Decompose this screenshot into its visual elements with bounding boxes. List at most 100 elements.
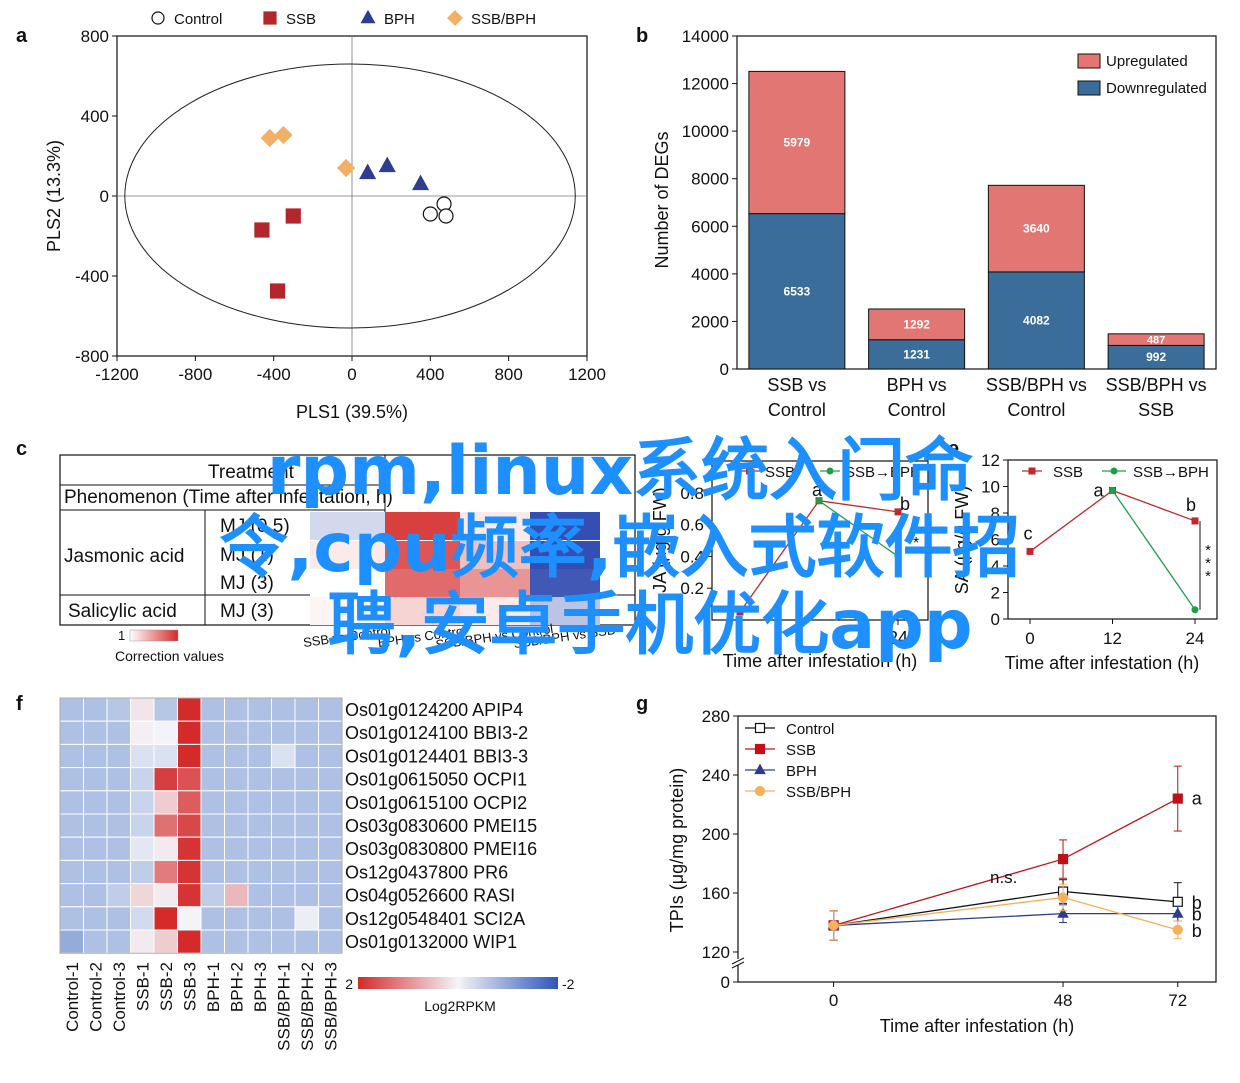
panel-f-heatmap-cell [83, 859, 108, 885]
panel-f-heatmap-cell [130, 790, 155, 815]
panel-g-series-line [833, 890, 1178, 927]
panel-g-point [1172, 896, 1183, 907]
panel-b-bar-upregulated [868, 308, 966, 341]
panel-g-y-tick-label: 160 [702, 884, 730, 903]
panel-d-series-line [818, 500, 899, 557]
panel-f-heatmap-cell [224, 906, 249, 931]
panel-f-heatmap-cell [59, 743, 84, 769]
panel-f-row-label: Os01g0132000 WIP1 [345, 932, 517, 952]
panel-f-heatmap-cell [130, 883, 155, 908]
panel-c-heatmap-cell [530, 512, 600, 540]
panel-f-column-label: SSB-3 [180, 962, 199, 1011]
panel-c-row-label: MJ (0.5) [220, 516, 290, 537]
panel-f-heatmap-cell [200, 790, 225, 815]
panel-f-colorbar-min-label: -2 [562, 976, 575, 992]
panel-g-point [1171, 907, 1184, 918]
panel-f-heatmap-cell [247, 883, 272, 908]
panel-e-series-line [1111, 490, 1196, 611]
panel-a-legend-label: SSB [286, 11, 316, 28]
panel-f-heatmap-cell [153, 836, 178, 861]
panel-f-heatmap-cell [106, 836, 131, 861]
panel-g-y-tick-label: 120 [702, 943, 730, 962]
panel-f-heatmap-cell [247, 859, 272, 885]
panel-f-heatmap-cell [224, 836, 249, 861]
panel-c-row-label: MJ (3) [220, 573, 274, 594]
panel-f-row-label: Os01g0124200 APIP4 [345, 700, 523, 720]
panel-g-y-tick-label: 200 [702, 825, 730, 844]
panel-d-point [894, 552, 902, 560]
panel-f-heatmap-cell [177, 743, 202, 769]
panel-e-x-tick-label: 12 [1103, 629, 1122, 648]
panel-e-series-line [1029, 489, 1196, 552]
panel-f-column-label: BPH-2 [227, 962, 246, 1012]
panel-f-heatmap-cell [153, 813, 178, 838]
panel-f-heatmap-cell [224, 767, 249, 792]
panel-g-y-tick-label: 0 [721, 973, 730, 992]
panel-f-heatmap-cell [318, 697, 343, 722]
panel-e-point [1191, 606, 1199, 614]
panel-f-heatmap-cell [318, 836, 343, 861]
panel-f-heatmap-cell [318, 929, 343, 954]
panel-f-heatmap-cell [106, 883, 131, 908]
panel-a-x-tick-label: 400 [416, 365, 444, 384]
panel-f-heatmap-cell [271, 883, 296, 908]
panel-a-legend-marker [360, 9, 376, 24]
panel-f-heatmap-cell [83, 697, 108, 722]
panel-d-significance: * [913, 535, 919, 552]
panel-f-column-label: SSB/BPH-1 [274, 962, 293, 1051]
panel-f-heatmap-cell [177, 790, 202, 815]
panel-g-legend-label: SSB/BPH [786, 784, 851, 801]
panel-b-y-tick-label: 14000 [682, 27, 729, 46]
panel-c-heatmap-cell [310, 512, 385, 540]
panel-b-bar-value-label: 1231 [903, 347, 930, 361]
panel-b-y-tick-label: 12000 [682, 75, 729, 94]
panel-c-heatmap-cell [530, 597, 600, 625]
panel-a-x-tick-label: 0 [347, 365, 356, 384]
panel-f-heatmap-cell [59, 720, 84, 745]
panel-c-colorbar [129, 629, 179, 642]
panel-f-heatmap-cell [83, 929, 108, 954]
panel-f-heatmap-cell [106, 720, 131, 745]
panel-b-bar-upregulated [987, 184, 1085, 273]
panel-b-y-tick-label: 4000 [691, 265, 729, 284]
panel-b-category-label-line2: Control [1007, 400, 1065, 420]
panel-f-heatmap-cell [153, 697, 178, 722]
panel-f-heatmap-cell [224, 929, 249, 954]
panel-a-point [269, 283, 286, 299]
panel-c-heatmap-cell [310, 541, 385, 569]
panel-f-row-label: Os01g0615100 OCPI2 [345, 793, 527, 813]
panel-g-point [1057, 907, 1069, 918]
panel-f-heatmap-cell [200, 743, 225, 769]
panel-f-heatmap-cell [224, 883, 249, 908]
panel-f-heatmap-cell [59, 906, 84, 931]
panel-f-heatmap-cell [224, 859, 249, 885]
panel-g-point [828, 920, 839, 931]
panel-f-heatmap-cell [83, 743, 108, 769]
panel-g-annotation: n.s. [990, 868, 1017, 887]
panel-f-heatmap-cell [200, 836, 225, 861]
panel-g-legend-marker [754, 722, 766, 734]
panel-c-group-label-sa: Salicylic acid [68, 601, 177, 622]
panel-e-y-tick-label: 12 [981, 451, 1000, 470]
panel-b-bar-upregulated [1107, 333, 1205, 346]
panel-e-significance-star: * [1205, 542, 1211, 559]
panel-g-legend-marker [754, 763, 766, 775]
panel-f-colorbar [358, 977, 558, 989]
panel-g-axis-break-mark [731, 957, 745, 965]
panel-f-heatmap-cell [106, 697, 131, 722]
panel-c-colorbar-caption: Correction values [115, 648, 224, 664]
panel-f-heatmap-cell [200, 813, 225, 838]
panel-d-y-tick-label: 0.2 [680, 579, 704, 598]
panel-c-group-label-ja: Jasmonic acid [64, 546, 184, 567]
panel-c-row-label: MJ (3) [220, 601, 274, 622]
panel-a-y-tick-label: -400 [75, 267, 109, 286]
panel-f-heatmap-cell [271, 697, 296, 722]
panel-d-y-tick-label: 0.6 [680, 516, 704, 535]
panel-f-heatmap-cell [247, 720, 272, 745]
panel-g-significance-letter: b [1192, 921, 1202, 941]
panel-f-heatmap-cell [247, 790, 272, 815]
panel-f-column-label: SSB/BPH-2 [298, 962, 317, 1051]
panel-f-heatmap-cell [318, 813, 343, 838]
panel-f-row-label: Os04g0526600 RASI [345, 886, 515, 906]
panel-f-heatmap-cell [294, 883, 319, 908]
